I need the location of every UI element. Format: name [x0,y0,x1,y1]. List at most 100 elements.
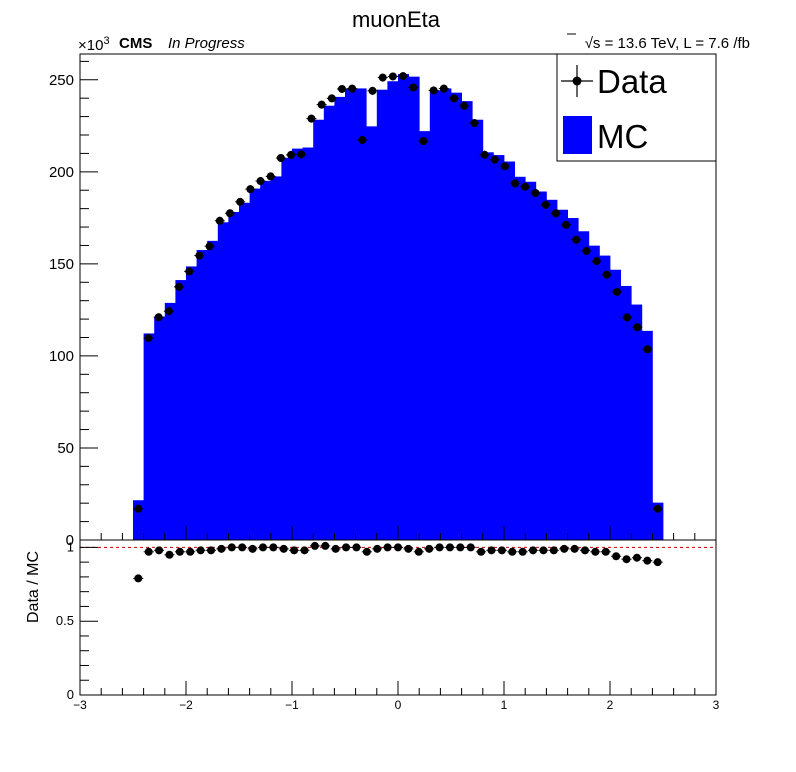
mc-bar [535,191,547,540]
x-tick-label: −3 [73,698,87,712]
mc-bar [281,157,293,540]
x-tick-label: 3 [713,698,720,712]
ratio-point [330,544,341,553]
mc-bar [249,188,261,541]
ratio-point [372,544,383,553]
ratio-point [548,546,559,555]
mc-bar [493,155,505,540]
data-point [296,150,307,159]
legend-mc-swatch [563,116,592,154]
mc-bar [546,199,558,541]
ratio-frame [79,539,717,696]
y-multiplier-label: ×103 [78,35,110,54]
mc-bar [557,209,568,540]
data-point [398,72,409,81]
ratio-point [413,547,424,556]
ratio-point [611,552,622,561]
ratio-point [164,550,175,559]
data-point [133,504,144,513]
data-point [163,307,174,316]
data-point [306,114,317,123]
experiment-label: CMS [119,35,152,52]
ratio-point [154,546,165,555]
data-point [601,270,612,279]
ratio-point [133,574,144,583]
data-point [449,94,460,103]
data-point [479,150,490,159]
mc-bar [228,211,240,540]
energy-lumi-text: s = 13.6 TeV, L = 7.6 /fb [593,35,750,52]
ratio-point [642,556,653,565]
y-tick-label: 50 [57,440,74,457]
data-point [581,246,592,255]
data-point [174,282,185,291]
mc-bar [239,202,250,540]
y-tick-label: 250 [49,72,74,89]
data-point [428,86,439,95]
ratio-y-tick-label: 0.5 [56,613,74,628]
data-point [530,188,541,197]
mc-bar [504,161,515,540]
data-point [622,313,633,322]
ratio-point [559,544,570,553]
ratio-point [517,547,528,556]
ratio-point [496,546,507,555]
ratio-point [393,543,403,552]
mc-bar [186,266,197,540]
data-point [489,155,500,164]
ratio-point [268,543,279,552]
data-point [632,323,643,332]
x-tick-label: 2 [607,698,614,712]
ratio-point [320,541,331,550]
mc-bar [376,89,388,541]
ratio-point [278,544,289,553]
main-axes: 0 50 100 150 200 250 [49,60,717,549]
data-point [642,345,653,354]
legend: Data MC [556,53,717,162]
mc-bar [472,119,484,540]
mc-bar [588,245,600,540]
data-point [438,84,449,93]
data-point [418,137,429,146]
data-point [499,162,510,171]
mc-histogram [133,74,664,541]
ratio-axes: 0 0.5 1 −3 −2 −1 0 1 2 3 [56,539,720,712]
ratio-point [652,558,663,567]
mc-bar [408,76,420,540]
main-panel: 0 50 100 150 200 250 [49,53,717,549]
ratio-point [424,544,435,553]
ratio-point [569,544,580,553]
data-point [591,257,602,266]
mc-bar [292,148,303,540]
ratio-point [237,543,248,552]
mc-bar [398,74,409,540]
data-point [184,267,195,276]
ratio-point [486,546,497,555]
svg-text:×103: ×103 [78,35,110,54]
data-point [143,334,154,343]
ratio-point [299,546,310,555]
mc-bar [133,500,144,540]
mc-bar [451,92,462,540]
data-point [265,172,276,181]
mc-bar [217,222,229,540]
ratio-point [195,546,206,555]
mc-bar [345,88,356,541]
data-point [520,182,531,191]
data-point [286,150,297,159]
svg-text:√s = 13.6 TeV, L = 7.6 /fb: √s = 13.6 TeV, L = 7.6 /fb [585,35,750,52]
sqrt-symbol: √ [585,35,594,52]
mc-bar [154,316,166,540]
data-point [561,220,572,229]
ratio-point [226,543,237,552]
mc-bar [652,502,664,540]
mc-bar [429,90,441,541]
data-point [540,200,551,209]
x-tick-label: −2 [179,698,193,712]
x-tick-label: 1 [501,698,508,712]
data-point [214,216,225,225]
ratio-point [528,546,539,555]
data-point [652,504,663,513]
ratio-point [507,547,518,556]
ratio-point [434,543,445,552]
